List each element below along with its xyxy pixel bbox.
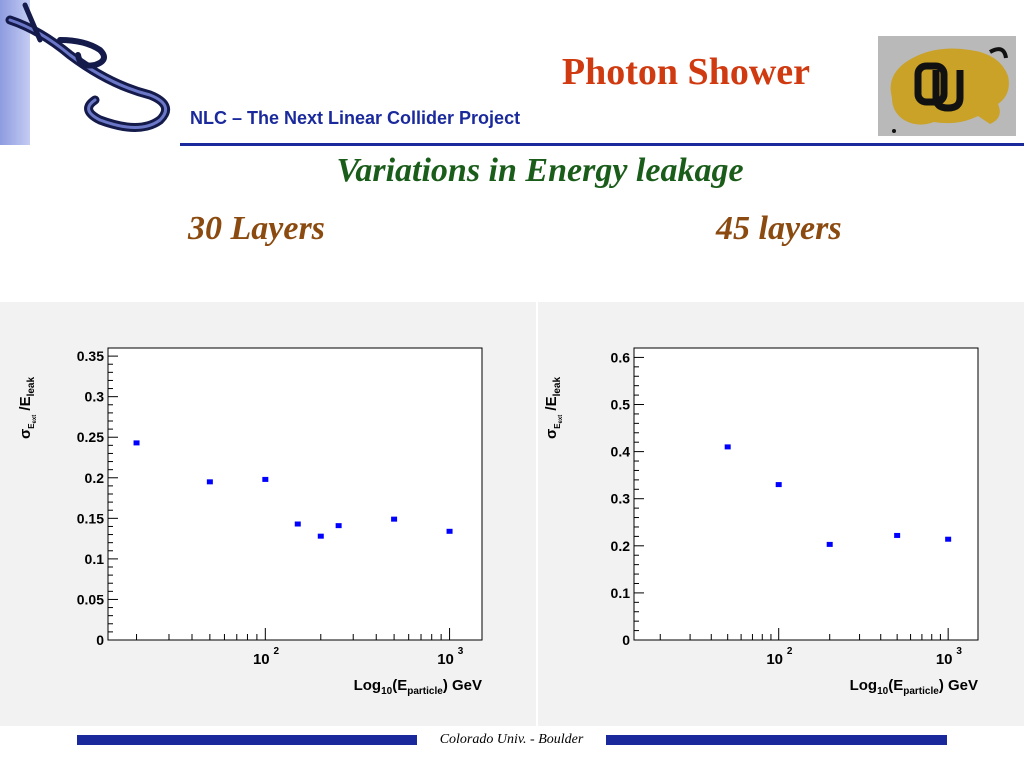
y-tick-label: 0 [96,632,104,648]
plot-frame [633,347,979,641]
data-point [724,444,731,450]
svg-text:σEext /Eleak: σEext /Eleak [17,377,38,440]
data-point [775,482,782,488]
y-tick-label: 0.4 [611,444,631,460]
data-point [206,479,213,485]
y-tick-label: 0.3 [611,491,631,507]
footer-bar-left [77,735,417,745]
plot-frame [107,347,483,641]
y-tick-label: 0.6 [611,349,631,365]
data-point [335,523,342,529]
chart-panel-45-layers: 0 0.1 0.2 0.3 0.4 0.5 0.6 10 2 10 3 Log10(Eparticle… [538,302,1024,726]
y-tick-label: 0.25 [77,429,104,445]
cu-buffalo-logo [878,36,1016,136]
y-tick-label: 0.3 [85,389,105,405]
nlc-swirl-logo [5,2,171,132]
y-tick-label: 0.2 [611,538,631,554]
data-point [294,521,301,527]
y-tick-label: 0.5 [611,397,631,413]
y-axis-label: σEext /Eleak [543,377,564,440]
y-tick-label: 0.1 [85,551,105,567]
x-tick-exponent: 3 [458,646,464,657]
label-45-layers: 45 layers [716,210,842,247]
data-point [133,440,140,446]
data-point [446,528,453,534]
page-subtitle: NLC – The Next Linear Collider Project [190,108,521,128]
svg-text:σEext /Eleak: σEext /Eleak [543,377,564,440]
x-axis-label: Log10(Eparticle) GeV [850,677,978,697]
y-tick-label: 0.2 [85,470,105,486]
y-tick-label: 0.15 [77,510,104,526]
page-title: Photon Shower [561,51,810,93]
x-tick-exponent: 2 [787,646,793,657]
x-tick-label: 10 [253,651,270,668]
x-tick-label: 10 [437,651,454,668]
x-tick-exponent: 2 [274,646,280,657]
data-point [391,516,398,522]
chart-30-layers: 0 0.05 0.1 0.15 0.2 0.25 0.3 0.35 10 2 10 3 Log10(Ep… [17,347,483,697]
y-axis-label: σEext /Eleak [17,377,38,440]
x-tick-label: 10 [936,651,953,668]
slide-heading: Variations in Energy leakage [336,152,744,189]
y-tick-label: 0.05 [77,591,104,607]
data-point [262,476,269,482]
label-30-layers: 30 Layers [188,210,325,247]
chart-panel-30-layers: 0 0.05 0.1 0.15 0.2 0.25 0.3 0.35 10 2 10 3 Log10(Ep… [0,302,536,726]
y-tick-label: 0.35 [77,348,104,364]
data-point [894,532,901,538]
footer-text: Colorado Univ. - Boulder [439,732,584,747]
data-point [317,533,324,539]
chart-45-layers: 00.10.20.30.40.50.610 2 10 3Log10(Eparticle… [543,347,979,697]
x-tick-label: 10 [766,651,783,668]
data-point [826,541,833,547]
y-tick-label: 0 [622,632,630,648]
x-tick-exponent: 3 [956,646,962,657]
x-axis-label: Log10(Eparticle) GeV [354,677,482,697]
footer-bar-right [606,735,947,745]
data-point [945,536,952,542]
y-tick-label: 0.1 [611,585,631,601]
header-divider [180,143,1024,146]
